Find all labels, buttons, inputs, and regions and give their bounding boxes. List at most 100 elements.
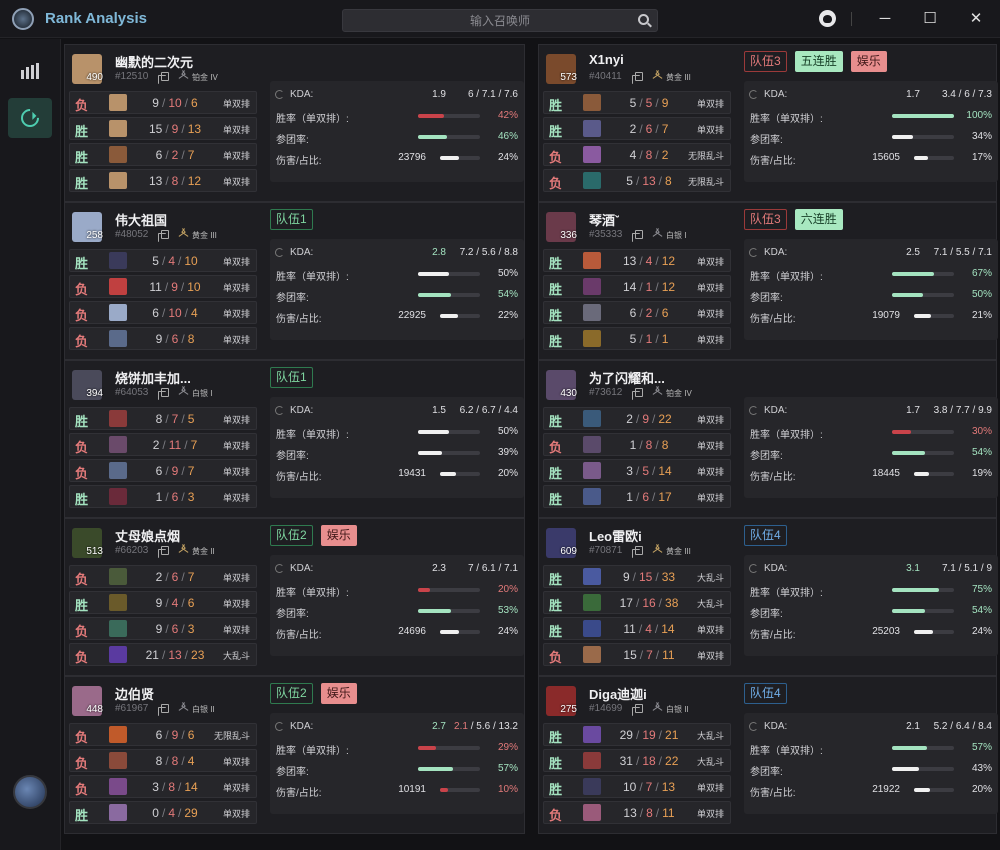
player-card[interactable]: 490 幽默的二次元 #12510 铂金 IV 负 9/10/6 单双排胜 15/9/13 单双… bbox=[64, 44, 525, 202]
player-name[interactable]: Diga迪迦i bbox=[589, 687, 647, 702]
close-button[interactable]: ✕ bbox=[969, 10, 983, 27]
copy-icon[interactable] bbox=[158, 704, 169, 716]
winrate-percent: 42% bbox=[497, 110, 518, 121]
stats-panel: KDA: 3.1 7.1 / 5.1 / 9 胜率（单双排）: 75% 参团率: 54% 伤害… bbox=[744, 555, 998, 656]
match-row[interactable]: 负 9/6/3 单双排 bbox=[69, 617, 257, 640]
match-row[interactable]: 负 6/9/7 单双排 bbox=[69, 459, 257, 482]
player-rank: 铂金 IV bbox=[192, 73, 218, 82]
match-row[interactable]: 负 5/13/8 无限乱斗 bbox=[543, 169, 731, 192]
copy-icon[interactable] bbox=[632, 72, 643, 84]
match-row[interactable]: 负 21/13/23 大乱斗 bbox=[69, 643, 257, 666]
match-row[interactable]: 胜 5/5/9 单双排 bbox=[543, 91, 731, 114]
player-name[interactable]: 边伯贤 bbox=[115, 687, 155, 702]
match-row[interactable]: 负 13/8/11 单双排 bbox=[543, 801, 731, 824]
match-row[interactable]: 胜 5/4/10 单双排 bbox=[69, 249, 257, 272]
match-row[interactable]: 胜 13/4/12 单双排 bbox=[543, 249, 731, 272]
match-row[interactable]: 负 3/8/14 单双排 bbox=[69, 775, 257, 798]
player-name[interactable]: 琴酒ˇ bbox=[589, 213, 620, 228]
player-card[interactable]: 448 边伯贤 #61967 白银 II 队伍2 娱乐负 6/9/6 无限乱斗负 8/8/4 单双… bbox=[64, 676, 525, 834]
player-name[interactable]: 伟大祖国 bbox=[115, 213, 168, 228]
match-row[interactable]: 胜 8/7/5 单双排 bbox=[69, 407, 257, 430]
match-list: 胜 2/9/22 单双排负 1/8/8 单双排胜 3/5/14 单双排胜 1/6/17 单双排 bbox=[543, 407, 731, 511]
sidebar-item-refresh[interactable] bbox=[8, 98, 52, 138]
copy-icon[interactable] bbox=[632, 230, 643, 242]
player-card[interactable]: 275 Diga迪迦i #14699 白银 II 队伍4 胜 29/19/21 大乱斗胜 31/… bbox=[538, 676, 998, 834]
match-row[interactable]: 负 1/8/8 单双排 bbox=[543, 433, 731, 456]
match-row[interactable]: 胜 5/1/1 单双排 bbox=[543, 327, 731, 350]
match-row[interactable]: 胜 31/18/22 大乱斗 bbox=[543, 749, 731, 772]
player-name[interactable]: 为了闪耀和... bbox=[589, 371, 665, 386]
match-row[interactable]: 胜 29/19/21 大乱斗 bbox=[543, 723, 731, 746]
player-card[interactable]: 513 丈母娘点烟 #66203 黄金 II 队伍2 娱乐负 2/6/7 单双排胜 9/4/6 单… bbox=[64, 518, 525, 676]
copy-icon[interactable] bbox=[158, 546, 169, 558]
maximize-button[interactable]: ☐ bbox=[923, 10, 937, 27]
match-row[interactable]: 胜 9/4/6 单双排 bbox=[69, 591, 257, 614]
player-name[interactable]: 烧饼加丰加... bbox=[115, 371, 191, 386]
match-row[interactable]: 胜 14/1/12 单双排 bbox=[543, 275, 731, 298]
player-card[interactable]: 258 伟大祖国 #48052 黄金 III 队伍1 胜 5/4/10 单双排负 11/9/10… bbox=[64, 202, 525, 360]
copy-icon[interactable] bbox=[158, 388, 169, 400]
match-row[interactable]: 胜 2/6/7 单双排 bbox=[543, 117, 731, 140]
match-row[interactable]: 胜 3/5/14 单双排 bbox=[543, 459, 731, 482]
match-row[interactable]: 胜 1/6/17 单双排 bbox=[543, 485, 731, 508]
match-row[interactable]: 负 4/8/2 无限乱斗 bbox=[543, 143, 731, 166]
assists: 14 bbox=[658, 464, 672, 478]
match-row[interactable]: 胜 9/15/33 大乱斗 bbox=[543, 565, 731, 588]
github-icon[interactable] bbox=[819, 10, 836, 27]
match-row[interactable]: 负 9/6/8 单双排 bbox=[69, 327, 257, 350]
match-list: 胜 29/19/21 大乱斗胜 31/18/22 大乱斗胜 10/7/13 单双排负 13/8… bbox=[543, 723, 731, 827]
match-row[interactable]: 胜 0/4/29 单双排 bbox=[69, 801, 257, 824]
match-kda: 0/4/29 bbox=[132, 806, 218, 820]
sidebar-item-stats[interactable] bbox=[8, 51, 52, 91]
match-row[interactable]: 胜 11/4/14 单双排 bbox=[543, 617, 731, 640]
match-row[interactable]: 胜 6/2/7 单双排 bbox=[69, 143, 257, 166]
player-card[interactable]: 430 为了闪耀和... #73612 铂金 IV 胜 2/9/22 单双排负 1/8/8 单双… bbox=[538, 360, 998, 518]
team-participation-bar bbox=[418, 609, 480, 613]
match-row[interactable]: 负 6/9/6 无限乱斗 bbox=[69, 723, 257, 746]
match-row[interactable]: 负 15/7/11 单双排 bbox=[543, 643, 731, 666]
search-icon[interactable] bbox=[638, 14, 649, 25]
match-row[interactable]: 胜 6/2/6 单双排 bbox=[543, 301, 731, 324]
player-card[interactable]: 394 烧饼加丰加... #64053 白银 I 队伍1 胜 8/7/5 单双排负 2/11/7… bbox=[64, 360, 525, 518]
champion-icon bbox=[583, 278, 601, 295]
match-row[interactable]: 负 6/10/4 单双排 bbox=[69, 301, 257, 324]
match-row[interactable]: 胜 13/8/12 单双排 bbox=[69, 169, 257, 192]
match-row[interactable]: 胜 15/9/13 单双排 bbox=[69, 117, 257, 140]
player-card[interactable]: 609 Leo雷欧i #70871 黄金 III 队伍4 胜 9/15/33 大乱斗胜 17/1… bbox=[538, 518, 998, 676]
copy-icon[interactable] bbox=[632, 546, 643, 558]
player-name[interactable]: 丈母娘点烟 bbox=[115, 529, 181, 544]
match-row[interactable]: 胜 2/9/22 单双排 bbox=[543, 407, 731, 430]
copy-icon[interactable] bbox=[632, 704, 643, 716]
game-mode: 单双排 bbox=[696, 467, 724, 477]
match-row[interactable]: 胜 1/6/3 单双排 bbox=[69, 485, 257, 508]
match-row[interactable]: 负 9/10/6 单双排 bbox=[69, 91, 257, 114]
copy-icon[interactable] bbox=[632, 388, 643, 400]
search-input[interactable] bbox=[343, 10, 657, 31]
match-row[interactable]: 负 2/11/7 单双排 bbox=[69, 433, 257, 456]
match-row[interactable]: 负 2/6/7 单双排 bbox=[69, 565, 257, 588]
damage-label: 伤害/占比: bbox=[276, 156, 322, 167]
match-row[interactable]: 胜 17/16/38 大乱斗 bbox=[543, 591, 731, 614]
avg-deaths: 5.1 bbox=[964, 563, 979, 574]
player-card[interactable]: 573 X1nyi #40411 黄金 III 队伍3 五连胜 娱乐胜 5/5/9 单双排胜 2/… bbox=[538, 44, 998, 202]
user-avatar[interactable] bbox=[13, 775, 47, 809]
avg-assists: 8.8 bbox=[504, 247, 518, 258]
summoner-search[interactable] bbox=[342, 9, 658, 32]
team-participation-row: 参团率: 34% bbox=[744, 129, 998, 146]
copy-icon[interactable] bbox=[158, 230, 169, 242]
player-name[interactable]: X1nyi bbox=[589, 52, 624, 67]
copy-icon[interactable] bbox=[158, 72, 169, 84]
minimize-button[interactable]: ─ bbox=[879, 10, 891, 27]
player-tags: 队伍2 娱乐 bbox=[270, 525, 357, 546]
player-name[interactable]: 幽默的二次元 bbox=[115, 55, 194, 70]
match-row[interactable]: 胜 10/7/13 单双排 bbox=[543, 775, 731, 798]
player-name[interactable]: Leo雷欧i bbox=[589, 529, 642, 544]
match-row[interactable]: 负 11/9/10 单双排 bbox=[69, 275, 257, 298]
damage-value: 10191 bbox=[398, 784, 426, 795]
champion-icon bbox=[583, 146, 601, 163]
match-result: 胜 bbox=[75, 124, 89, 139]
kills: 15 bbox=[148, 122, 163, 136]
match-row[interactable]: 负 8/8/4 单双排 bbox=[69, 749, 257, 772]
champion-icon bbox=[583, 172, 601, 189]
player-card[interactable]: 336 琴酒ˇ #35333 白银 I 队伍3 六连胜胜 13/4/12 单双排胜 14/1/1… bbox=[538, 202, 998, 360]
